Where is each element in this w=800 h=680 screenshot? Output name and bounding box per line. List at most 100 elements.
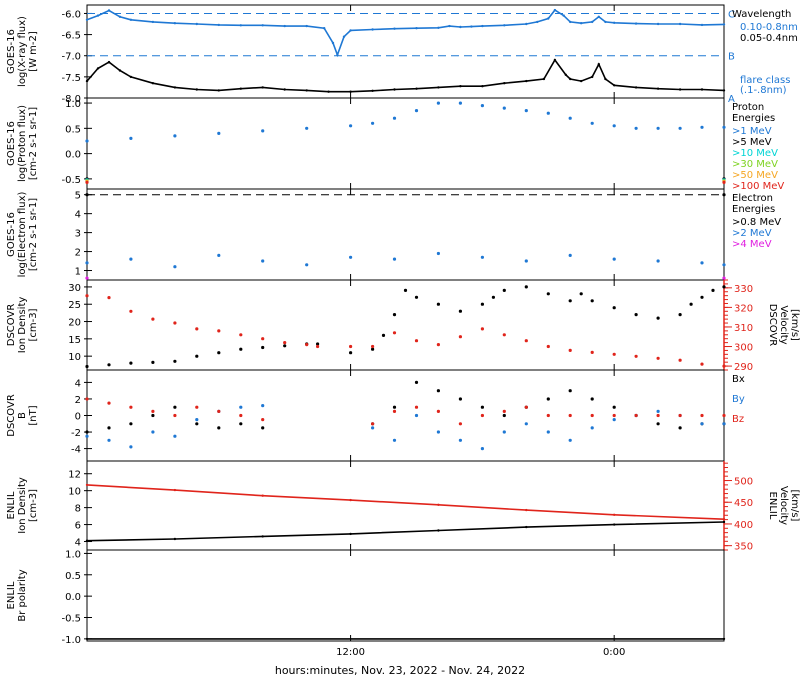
data-point-dscovr_b [612, 413, 616, 418]
series-line-xray [86, 9, 725, 58]
data-point-xray [371, 28, 374, 31]
data-point-xray [323, 27, 326, 30]
data-point-dscovr_density [590, 350, 594, 354]
data-point-dscovr_b [85, 434, 89, 438]
data-point-dscovr_b [151, 413, 155, 418]
data-point-dscovr_density [129, 361, 133, 365]
data-point-electron [173, 265, 177, 269]
y-axis-label: DSCOVR [6, 394, 17, 437]
data-point-dscovr_b [546, 430, 550, 434]
right-tick-label: 310 [734, 323, 753, 334]
data-point-xray [700, 23, 704, 27]
data-point-xray [107, 9, 111, 12]
data-point-dscovr_density [436, 302, 440, 306]
data-point-dscovr_b [634, 413, 638, 418]
data-point-xray [239, 24, 242, 27]
panel-frame [86, 460, 725, 551]
data-point-dscovr_density [634, 313, 638, 317]
data-point-xray [327, 90, 330, 93]
data-point-xray [129, 18, 133, 21]
data-point-electron [85, 261, 89, 265]
data-point-proton [85, 139, 89, 143]
y-axis-label: B [17, 412, 28, 419]
series-line-enlil_density [86, 484, 725, 520]
x-axis-title: hours:minutes, Nov. 23, 2022 - Nov. 24, … [274, 664, 526, 677]
data-point-xray [195, 88, 198, 91]
data-point-electron [568, 253, 572, 257]
data-point-enlil_density [525, 508, 528, 512]
y-tick-label: 0 [75, 412, 81, 423]
y-axis-label: log(Electron flux) [17, 192, 28, 278]
y-tick-label: -0.5 [61, 614, 81, 625]
y-tick-label: 10 [68, 352, 81, 363]
data-point-xray [261, 86, 264, 89]
data-point-xray [129, 75, 133, 79]
data-point-xray [656, 87, 660, 90]
data-point-dscovr_b [195, 405, 199, 409]
data-point-dscovr_b [656, 413, 660, 418]
data-point-dscovr_density [590, 299, 594, 303]
data-point-enlil_density [722, 518, 726, 521]
data-point-dscovr_density [195, 354, 199, 358]
right-tick-label: 300 [734, 343, 753, 354]
legend-title: Energies [732, 204, 775, 215]
data-point-dscovr_density [524, 285, 528, 289]
y-axis-label: Ion Density [17, 297, 28, 354]
data-point-dscovr_b [458, 438, 462, 442]
data-point-enlil_density [613, 513, 616, 516]
data-point-dscovr_density [480, 327, 484, 331]
data-point-xray [613, 21, 616, 24]
right-axis-label: DSCOVR [767, 304, 778, 347]
y-axis-label: [cm-2 s-1 sr-1] [28, 107, 39, 180]
y-axis-label: [nT] [28, 405, 39, 425]
data-point-enlil_density [437, 529, 440, 532]
data-point-dscovr_density [656, 316, 660, 320]
data-point-dscovr_density [316, 342, 320, 346]
y-tick-label: 10 [68, 487, 81, 498]
y-axis-label: Ion Density [17, 477, 28, 534]
legend-entry: >5 MeV [732, 137, 772, 148]
data-point-dscovr_b [436, 389, 440, 393]
data-point-dscovr_density [239, 333, 243, 337]
data-point-dscovr_b [480, 447, 484, 451]
legend-entry: By [732, 394, 745, 405]
y-axis-label: GOES-16 [6, 212, 17, 257]
data-point-dscovr_b [524, 422, 528, 426]
legend-title: Wavelength [732, 9, 791, 20]
flare-class-label: C [728, 9, 735, 20]
data-point-dscovr_b [392, 405, 397, 409]
data-point-dscovr_b [590, 413, 594, 418]
data-point-xray [604, 77, 607, 81]
data-point-xray [331, 41, 335, 45]
legend-entry: >2 MeV [732, 228, 772, 239]
data-point-proton [502, 106, 506, 110]
right-tick-label: 350 [734, 542, 753, 553]
data-point-dscovr_density [414, 295, 419, 299]
data-point-enlil_density [349, 498, 352, 502]
data-point-dscovr_b [173, 405, 177, 409]
data-point-dscovr_b [107, 438, 111, 442]
data-point-dscovr_density [678, 358, 682, 362]
y-tick-label: -8.0 [61, 94, 81, 105]
y-axis-label: Br polarity [17, 569, 28, 621]
data-point-xray [481, 24, 484, 28]
y-tick-label: 0.5 [65, 571, 81, 582]
data-point-dscovr_density [678, 313, 682, 317]
data-point-dscovr_b [458, 422, 462, 426]
data-point-proton [678, 126, 682, 130]
y-axis-label: ENLIL [6, 581, 17, 609]
data-point-dscovr_b [173, 413, 177, 418]
data-point-dscovr_density [568, 299, 572, 303]
data-point-enlil_density [613, 523, 616, 526]
data-point-dscovr_density [173, 321, 177, 325]
data-point-proton [305, 126, 309, 130]
data-point-electron [436, 251, 440, 256]
data-point-xray [217, 23, 220, 27]
y-tick-label: -1.0 [61, 635, 81, 646]
data-point-dscovr_b [700, 413, 704, 418]
data-point-xray [151, 82, 155, 85]
y-tick-label: 12 [68, 470, 81, 481]
data-point-xray [283, 24, 286, 28]
data-point-xray [553, 58, 557, 62]
data-point-dscovr_b [392, 438, 397, 442]
